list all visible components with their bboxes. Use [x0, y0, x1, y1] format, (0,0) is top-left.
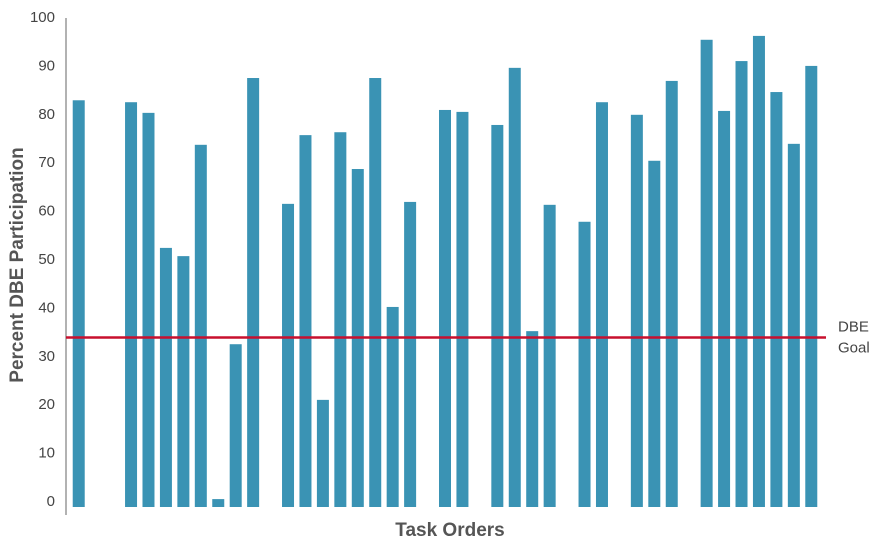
y-tick-label: 20 — [38, 396, 55, 413]
bar — [752, 35, 765, 508]
bar — [543, 204, 556, 507]
bar — [735, 61, 748, 508]
y-tick-label: 60 — [38, 203, 55, 220]
bar — [212, 499, 225, 507]
bar — [508, 67, 521, 508]
bar — [665, 80, 678, 508]
y-tick-label: 70 — [38, 154, 55, 171]
y-tick-label: 40 — [38, 299, 55, 316]
y-tick-label: 100 — [30, 9, 55, 26]
y-tick-label: 30 — [38, 348, 55, 365]
bar — [770, 92, 783, 507]
bar — [142, 112, 155, 507]
y-tick-label: 50 — [38, 251, 55, 268]
y-tick-label: 90 — [38, 57, 55, 74]
bar — [247, 78, 260, 508]
bar — [595, 102, 608, 507]
bar — [648, 160, 661, 507]
bar — [805, 65, 818, 507]
x-axis-title: Task Orders — [395, 520, 504, 541]
bar — [125, 102, 138, 507]
bar — [456, 111, 469, 508]
bar — [369, 78, 382, 508]
bar — [386, 306, 399, 507]
bar — [630, 114, 643, 508]
bar — [700, 39, 713, 507]
bar — [334, 132, 347, 507]
bar — [439, 109, 451, 508]
bar — [578, 221, 591, 507]
bar — [229, 344, 242, 507]
bar — [159, 247, 172, 507]
bar — [282, 203, 295, 507]
y-tick-label: 0 — [47, 493, 55, 510]
bar — [787, 143, 800, 507]
bar — [526, 331, 539, 507]
bar — [718, 110, 731, 507]
goal-label: DBE — [838, 318, 869, 335]
bar — [72, 100, 85, 507]
bar — [491, 124, 504, 508]
bar — [177, 256, 190, 507]
y-axis-title: Percent DBE Participation — [7, 147, 28, 382]
y-tick-label: 10 — [38, 445, 55, 462]
bar — [299, 135, 312, 508]
bar — [316, 399, 329, 507]
y-tick-label: 80 — [38, 106, 55, 123]
bar — [404, 201, 417, 508]
bar — [194, 144, 207, 508]
goal-label: Goal — [838, 339, 870, 356]
